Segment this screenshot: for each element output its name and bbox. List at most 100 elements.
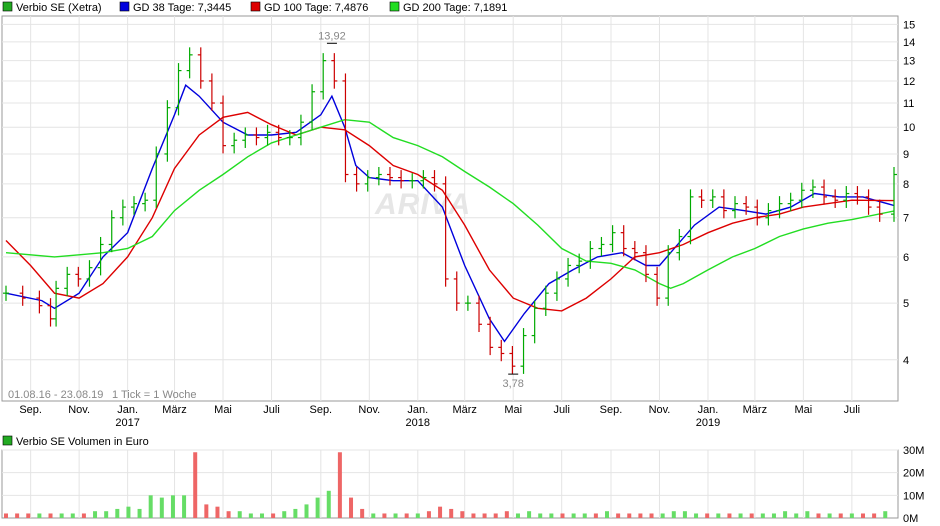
volume-bar (805, 511, 810, 518)
price-bar (53, 280, 60, 327)
legend-entry: GD 38 Tage: 7,3445 (133, 2, 231, 14)
price-bar (598, 236, 605, 257)
price-bar (331, 53, 338, 89)
price-tick-label: 8 (903, 179, 909, 191)
volume-tick-label: 10M (903, 490, 924, 502)
volume-bar (560, 513, 565, 518)
price-bar (19, 285, 26, 306)
price-bar (119, 199, 126, 226)
price-bar (520, 328, 527, 374)
volume-bar (705, 513, 710, 518)
volume-bar (226, 511, 231, 518)
volume-bar (182, 495, 187, 518)
volume-bar (59, 513, 64, 518)
volume-bar (794, 513, 799, 518)
price-bar (208, 73, 215, 111)
price-bar (620, 225, 627, 257)
price-bar (843, 186, 850, 208)
volume-tick-label: 20M (903, 468, 924, 480)
volume-bar (426, 511, 431, 518)
volume-bar (438, 506, 443, 518)
volume-bar (582, 513, 587, 518)
price-bar (787, 192, 794, 212)
price-bar (720, 189, 727, 219)
volume-bar (237, 511, 242, 518)
ma-line (5, 111, 895, 312)
time-tick-label: Mai (214, 404, 232, 416)
price-bar (353, 167, 360, 192)
price-tick-label: 6 (903, 252, 909, 264)
price-tick-label: 13 (903, 56, 915, 68)
price-tick-label: 15 (903, 19, 915, 31)
price-bar (320, 53, 327, 100)
volume-bar (170, 495, 175, 518)
price-bars (3, 47, 897, 374)
price-bar (854, 186, 861, 205)
price-plot-area (1, 15, 899, 402)
time-tick-label: Jan. (407, 404, 428, 416)
volume-bar (248, 513, 253, 518)
tick-note: 1 Tick = 1 Woche (112, 389, 196, 401)
time-tick-label: März (162, 404, 186, 416)
price-bar (487, 316, 494, 356)
price-bar (264, 124, 271, 146)
volume-bar (315, 497, 320, 518)
price-bar (175, 63, 182, 116)
price-tick-label: 12 (903, 76, 915, 88)
price-bar (631, 241, 638, 261)
volume-bar (738, 513, 743, 518)
price-bar (809, 179, 816, 199)
legend-swatch (119, 1, 130, 12)
price-bar (386, 167, 393, 186)
volume-bar (694, 513, 699, 518)
price-bar (531, 300, 538, 344)
price-bar (587, 241, 594, 269)
year-label: 2018 (406, 417, 430, 429)
volume-bar (104, 511, 109, 518)
volume-bar (26, 513, 31, 518)
legend-swatch (250, 1, 261, 12)
price-bar (509, 345, 516, 374)
volume-bar (605, 511, 610, 518)
price-bar (130, 196, 137, 215)
time-tick-label: März (743, 404, 767, 416)
price-tick-label: 7 (903, 213, 909, 225)
price-bar (821, 179, 828, 205)
volume-bar (771, 513, 776, 518)
price-bar (142, 192, 149, 212)
moving-average-lines (5, 84, 895, 343)
price-bar (86, 260, 93, 287)
volume-bar (349, 497, 354, 518)
price-bar (565, 257, 572, 287)
price-bar (36, 290, 43, 314)
price-bar (498, 339, 505, 362)
price-bar (375, 167, 382, 186)
year-label: 2017 (115, 417, 139, 429)
volume-bar (827, 513, 832, 518)
time-tick-label: Sep. (309, 404, 332, 416)
volume-bar (115, 508, 120, 518)
price-tick-label: 9 (903, 149, 909, 161)
price-bar (442, 176, 449, 287)
volume-tick-label: 30M (903, 445, 924, 457)
legend-swatch (389, 1, 400, 12)
legend-entry: GD 200 Tage: 7,1891 (403, 2, 507, 14)
price-bar (420, 170, 427, 189)
volume-bar (271, 513, 276, 518)
price-bar (732, 196, 739, 219)
volume-panel: Verbio SE Volumen in Euro 0M 10M 20M 30M (1, 435, 924, 525)
volume-bar (48, 513, 53, 518)
volume-bar (872, 513, 877, 518)
volume-bar (126, 506, 131, 518)
price-bar (186, 47, 193, 79)
price-bar (220, 95, 227, 154)
volume-axis-ticks: 0M 10M 20M 30M (903, 445, 924, 525)
volume-bar (304, 504, 309, 518)
price-bar (253, 127, 260, 146)
price-bar (286, 130, 293, 146)
time-tick-label: Sep. (600, 404, 623, 416)
price-bar (665, 245, 672, 306)
volume-bar (70, 513, 75, 518)
volume-bar (81, 513, 86, 518)
